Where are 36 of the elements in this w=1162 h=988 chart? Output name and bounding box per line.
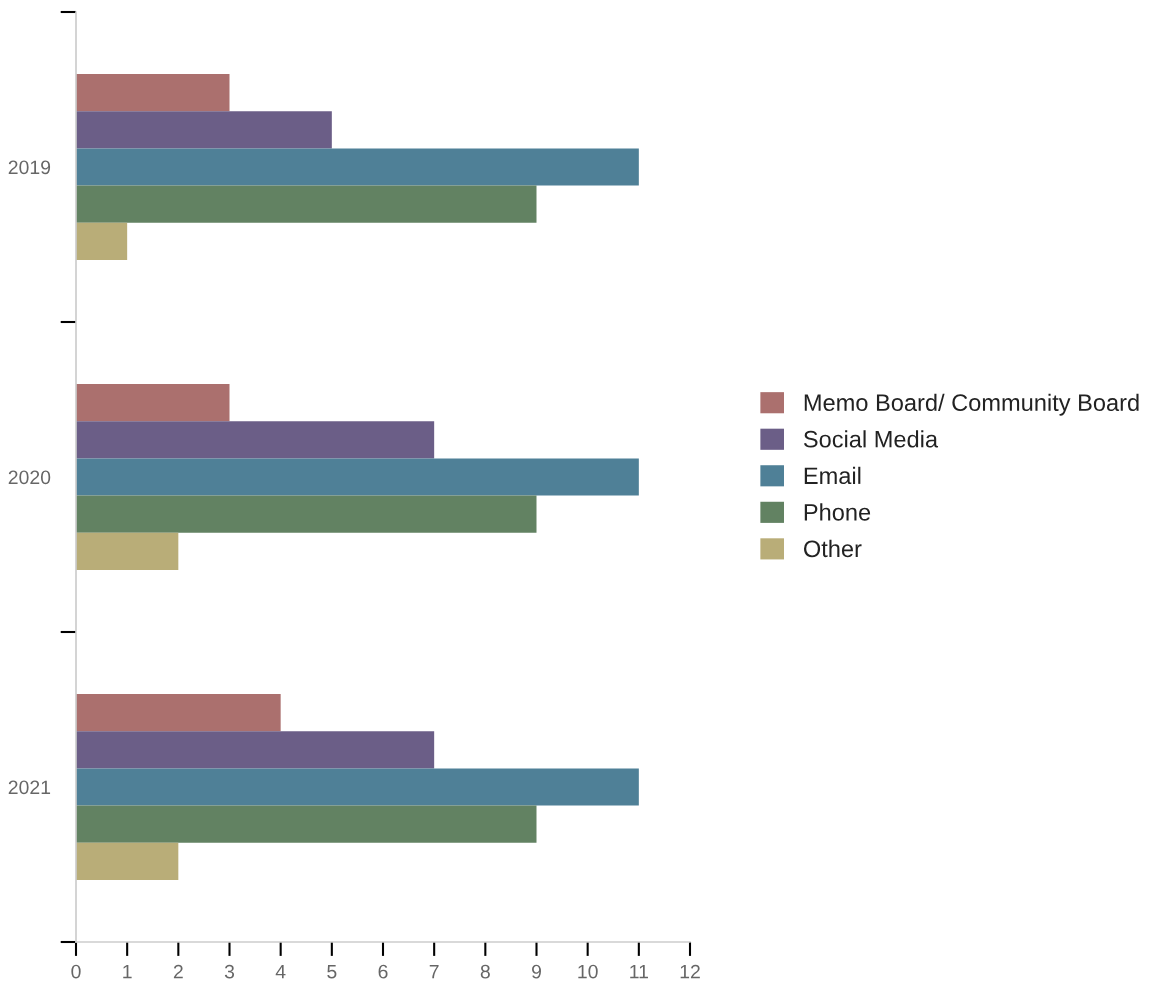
bar	[76, 805, 537, 843]
bar	[76, 222, 128, 260]
x-tick-label: 0	[71, 964, 81, 979]
bar	[76, 384, 230, 422]
x-tick-label: 8	[480, 964, 490, 979]
bar	[76, 495, 537, 533]
x-tick-label: 10	[578, 964, 598, 979]
bar	[76, 74, 230, 112]
legend-label: Phone	[804, 503, 871, 521]
legend-label: Memo Board/ Community Board	[804, 393, 1139, 416]
bar	[76, 111, 332, 149]
y-tick-label: 2020	[8, 470, 51, 485]
x-tick-label: 7	[429, 964, 439, 979]
x-tick-label: 9	[532, 964, 541, 979]
bar	[76, 842, 179, 880]
x-tick-label: 4	[275, 964, 286, 979]
bar	[76, 694, 281, 732]
bar	[76, 421, 435, 459]
x-tick-label: 5	[327, 964, 337, 979]
y-tick-label: 2019	[8, 160, 51, 175]
legend-label: Email	[804, 466, 861, 485]
x-tick-label: 11	[630, 964, 648, 979]
bar	[76, 532, 179, 570]
x-tick-label: 2	[173, 964, 183, 979]
x-tick-label: 12	[680, 964, 700, 979]
bar	[76, 731, 435, 769]
bar	[76, 458, 639, 496]
x-tick-label: 3	[224, 964, 235, 979]
legend-label: Other	[803, 539, 862, 558]
bar	[76, 185, 537, 223]
legend-label: Social Media	[803, 430, 939, 448]
y-tick-label: 2021	[8, 780, 51, 795]
bar	[76, 768, 639, 806]
x-tick-label: 1	[123, 964, 132, 979]
x-tick-label: 6	[378, 964, 388, 979]
bar	[76, 148, 639, 186]
